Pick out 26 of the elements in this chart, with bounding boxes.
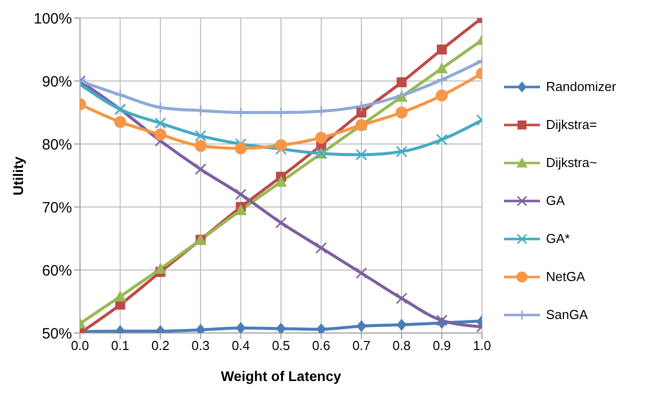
x-tick-label: 0.6 bbox=[312, 338, 330, 354]
legend-label: GA bbox=[546, 193, 565, 208]
x-axis-title: Weight of Latency bbox=[220, 368, 342, 384]
y-tick-label: 60% bbox=[42, 262, 72, 280]
x-tick-label: 0.5 bbox=[272, 338, 290, 354]
legend-label: GA* bbox=[546, 231, 570, 246]
x-tick-label: 0.7 bbox=[352, 338, 370, 354]
legend-label: Randomizer bbox=[546, 79, 616, 94]
x-tick-label: 0.9 bbox=[432, 338, 451, 354]
y-tick-label: 70% bbox=[42, 199, 72, 216]
y-tick-label: 90% bbox=[42, 73, 72, 90]
x-tick-label: 0.0 bbox=[70, 338, 90, 354]
x-tick-label: 0.1 bbox=[111, 338, 130, 354]
x-tick-label: 1.0 bbox=[472, 338, 492, 354]
legend-label: SanGA bbox=[546, 307, 588, 322]
y-tick-label: 50% bbox=[42, 325, 72, 342]
y-tick-label: 100% bbox=[34, 10, 72, 28]
x-tick-label: 0.2 bbox=[151, 338, 170, 354]
y-tick-label: 80% bbox=[42, 136, 72, 154]
legend-label: Dijkstra~ bbox=[546, 155, 597, 170]
x-tick-label: 0.4 bbox=[232, 338, 250, 354]
legend-label: Dijkstra= bbox=[546, 117, 597, 132]
y-axis-title: Utility bbox=[10, 156, 26, 196]
legend-label: NetGA bbox=[546, 269, 586, 284]
x-tick-label: 0.8 bbox=[392, 338, 411, 354]
x-tick-label: 0.3 bbox=[192, 338, 210, 354]
